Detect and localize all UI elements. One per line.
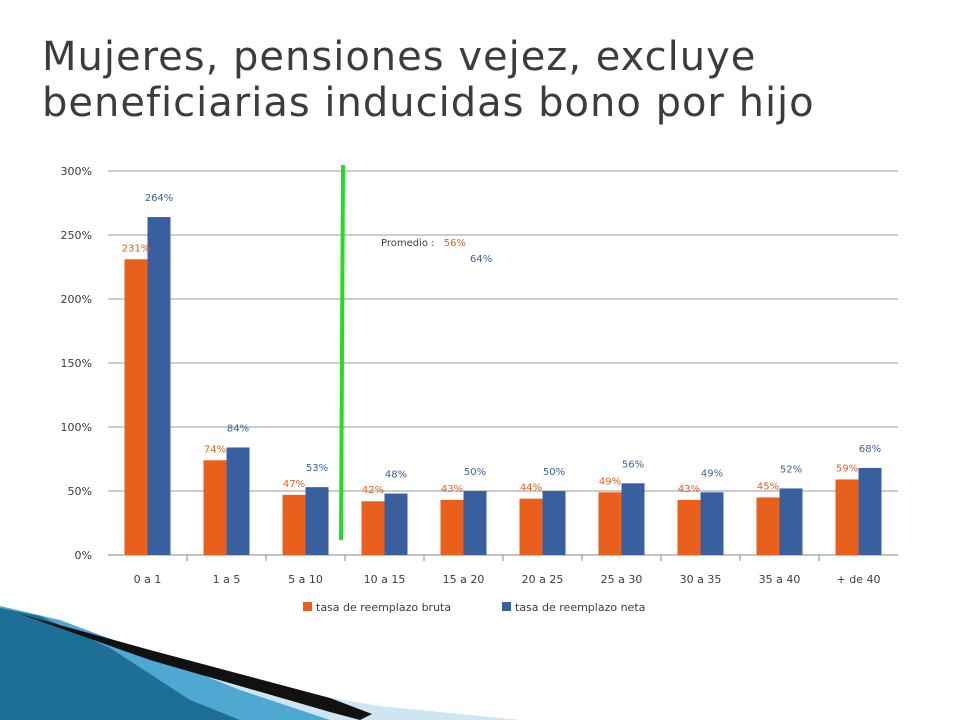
bar-bruta [361,501,385,555]
data-label-neta: 48% [385,470,407,481]
x-tick-label: 5 a 10 [288,573,323,586]
x-tick-label: 25 a 30 [601,573,643,586]
promedio-bruta-value: 56% [444,238,466,249]
bar-bruta [677,499,701,555]
legend-swatch [502,602,511,611]
data-label-neta: 53% [306,463,328,474]
bar-bruta [282,494,306,555]
legend-item-neta: tasa de reemplazo neta [502,601,645,614]
data-label-neta: 84% [227,423,249,434]
bar-neta [226,447,250,555]
data-label-neta: 264% [145,193,174,204]
y-axis-ticks: 0% 50% 100% 150% 200% 250% 300% [61,165,92,562]
bar-bruta [124,259,148,555]
y-tick-label: 200% [61,293,92,306]
data-label-neta: 50% [543,467,565,478]
marker-line [339,164,345,541]
bar-bruta [203,460,227,555]
bar-neta [621,483,645,555]
y-tick-label: 0% [75,549,92,562]
title-line-1: Mujeres, pensiones vejez, excluye [42,34,757,80]
data-label-bruta: 45% [757,481,779,492]
decorative-black-stroke [20,614,372,720]
data-label-bruta: 231% [122,243,151,254]
data-label-bruta: 59% [836,463,858,474]
bar-bruta [440,499,464,555]
data-label-bruta: 43% [678,484,700,495]
x-tick-label: 1 a 5 [213,573,241,586]
x-tick-label: 15 a 20 [443,573,485,586]
data-label-bruta: 74% [204,444,226,455]
legend-label: tasa de reemplazo neta [515,601,645,614]
y-tick-label: 100% [61,421,92,434]
bar-neta [858,467,882,555]
y-tick-label: 150% [61,357,92,370]
data-label-bruta: 47% [283,479,305,490]
bar-bruta [598,492,622,555]
data-label-bruta: 44% [520,483,542,494]
data-label-neta: 56% [622,459,644,470]
data-label-neta: 68% [859,444,881,455]
x-tick-label: 35 a 40 [759,573,801,586]
bars [124,217,882,555]
bar-neta [305,487,329,555]
bar-neta [542,491,566,555]
legend: tasa de reemplazo bruta tasa de reemplazo… [303,601,645,614]
bar-bruta [756,497,780,555]
decorative-wave-dark [0,608,240,720]
x-tick-label: 10 a 15 [364,573,406,586]
y-tick-label: 300% [61,165,92,178]
data-labels: 231%264%74%84%47%53%42%48%43%50%44%50%49… [122,193,881,496]
x-tick-label: 30 a 35 [680,573,722,586]
x-tick-label: + de 40 [837,573,881,586]
data-label-neta: 52% [780,464,802,475]
legend-item-bruta: tasa de reemplazo bruta [303,601,451,614]
legend-swatch [303,602,312,611]
bar-neta [384,493,408,555]
slide-title: Mujeres, pensiones vejez, excluye benefi… [42,34,942,126]
data-label-bruta: 43% [441,484,463,495]
data-label-bruta: 42% [362,485,384,496]
svg-text:Promedio : 56%: Promedio : 56% [381,238,466,249]
x-tick-label: 20 a 25 [522,573,564,586]
promedio-label: Promedio : [381,238,435,249]
data-label-neta: 49% [701,468,723,479]
bar-neta [779,488,803,555]
bar-bruta [519,498,543,555]
promedio-neta-value: 64% [470,254,492,265]
bar-neta [700,492,724,555]
y-tick-label: 250% [61,229,92,242]
data-label-neta: 50% [464,467,486,478]
title-line-2: beneficiarias inducidas bono por hijo [42,80,815,126]
legend-label: tasa de reemplazo bruta [316,601,451,614]
x-tick-label: 0 a 1 [134,573,162,586]
bar-bruta [835,479,859,555]
y-tick-label: 50% [68,485,92,498]
bar-neta [147,217,171,555]
bar-neta [463,491,487,555]
x-axis-ticks: 0 a 1 1 a 5 5 a 10 10 a 15 15 a 20 20 a 25 25 … [134,555,881,586]
data-label-bruta: 49% [599,476,621,487]
